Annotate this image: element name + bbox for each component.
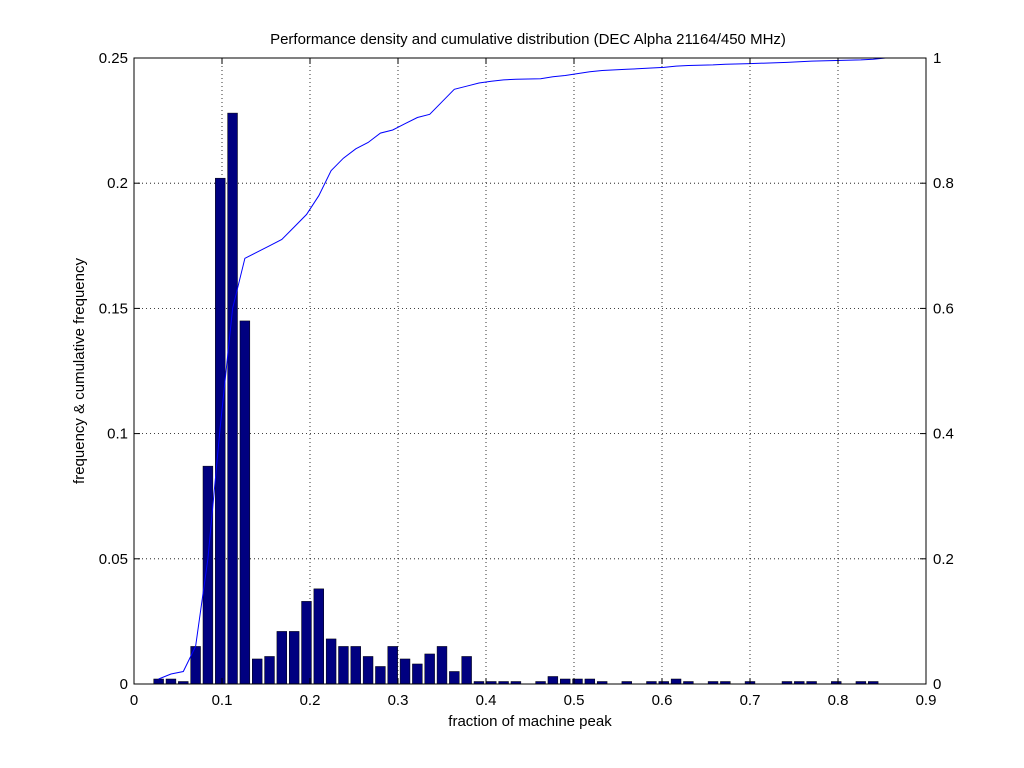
- y-tick-label: 0.25: [99, 50, 128, 67]
- histogram-bar: [560, 678, 571, 685]
- y2-tick-label: 0.4: [933, 426, 954, 443]
- y-tick-label: 0.2: [107, 175, 128, 192]
- histogram-bar: [387, 646, 398, 685]
- histogram-bar: [424, 653, 435, 685]
- x-tick-label: 0.2: [300, 692, 321, 709]
- x-axis-ticks: 0 0.1 0.2 0.3 0.4 0.5 0.6 0.7 0.8 0.9: [130, 58, 937, 709]
- y2-tick-label: 0: [933, 676, 941, 693]
- histogram-bar: [202, 465, 214, 685]
- histogram-bar: [227, 112, 238, 685]
- x-tick-label: 0.8: [828, 692, 849, 709]
- histogram-bar: [449, 671, 460, 685]
- y2-axis-ticks: 0 0.2 0.4 0.6 0.8 1: [920, 50, 954, 693]
- y-axis-ticks: 0 0.05 0.1 0.15 0.2 0.25: [99, 50, 140, 693]
- chart-title: Performance density and cumulative distr…: [270, 31, 786, 48]
- x-tick-label: 0.5: [564, 692, 585, 709]
- histogram-bar: [252, 658, 263, 685]
- histogram-bar: [153, 678, 164, 685]
- histogram-bar: [239, 320, 251, 685]
- histogram-bar: [547, 676, 559, 685]
- histogram-bar: [325, 638, 337, 685]
- histogram-bar: [301, 601, 312, 685]
- y2-tick-label: 0.2: [933, 551, 954, 568]
- histogram-bar: [412, 663, 423, 685]
- x-tick-label: 0.9: [916, 692, 937, 709]
- histogram-bar: [670, 678, 682, 685]
- plot-area-frame: [133, 57, 927, 685]
- histogram-bar: [313, 588, 324, 685]
- y2-tick-label: 0.8: [933, 175, 954, 192]
- histogram-bar: [362, 656, 374, 685]
- histogram-bar: [375, 666, 386, 685]
- y-tick-label: 0.15: [99, 300, 128, 317]
- x-tick-label: 0.4: [476, 692, 497, 709]
- x-tick-label: 0.3: [388, 692, 409, 709]
- histogram-bar: [584, 678, 596, 685]
- histogram-bar: [264, 656, 275, 685]
- x-tick-label: 0.1: [212, 692, 233, 709]
- x-axis-label: fraction of machine peak: [448, 713, 612, 730]
- x-tick-label: 0.7: [740, 692, 761, 709]
- grid-lines: [134, 58, 926, 684]
- y-tick-label: 0.1: [107, 426, 128, 443]
- x-tick-label: 0.6: [652, 692, 673, 709]
- x-tick-label: 0: [130, 692, 138, 709]
- histogram-bar: [436, 646, 448, 685]
- y2-tick-label: 1: [933, 50, 941, 67]
- cumulative-line-series: [158, 57, 886, 680]
- histogram-bar: [165, 678, 177, 685]
- histogram-bar: [461, 656, 472, 685]
- histogram-bar: [350, 646, 361, 685]
- y-tick-label: 0: [120, 676, 128, 693]
- histogram-bar: [190, 646, 201, 685]
- histogram-bar: [276, 631, 288, 685]
- histogram-bar: [338, 646, 349, 685]
- y-tick-label: 0.05: [99, 551, 128, 568]
- cumulative-frequency-line: [158, 57, 886, 680]
- histogram-bar: [288, 631, 300, 685]
- y2-tick-label: 0.6: [933, 300, 954, 317]
- histogram-bar: [399, 658, 411, 685]
- y-axis-label: frequency & cumulative frequency: [71, 258, 88, 484]
